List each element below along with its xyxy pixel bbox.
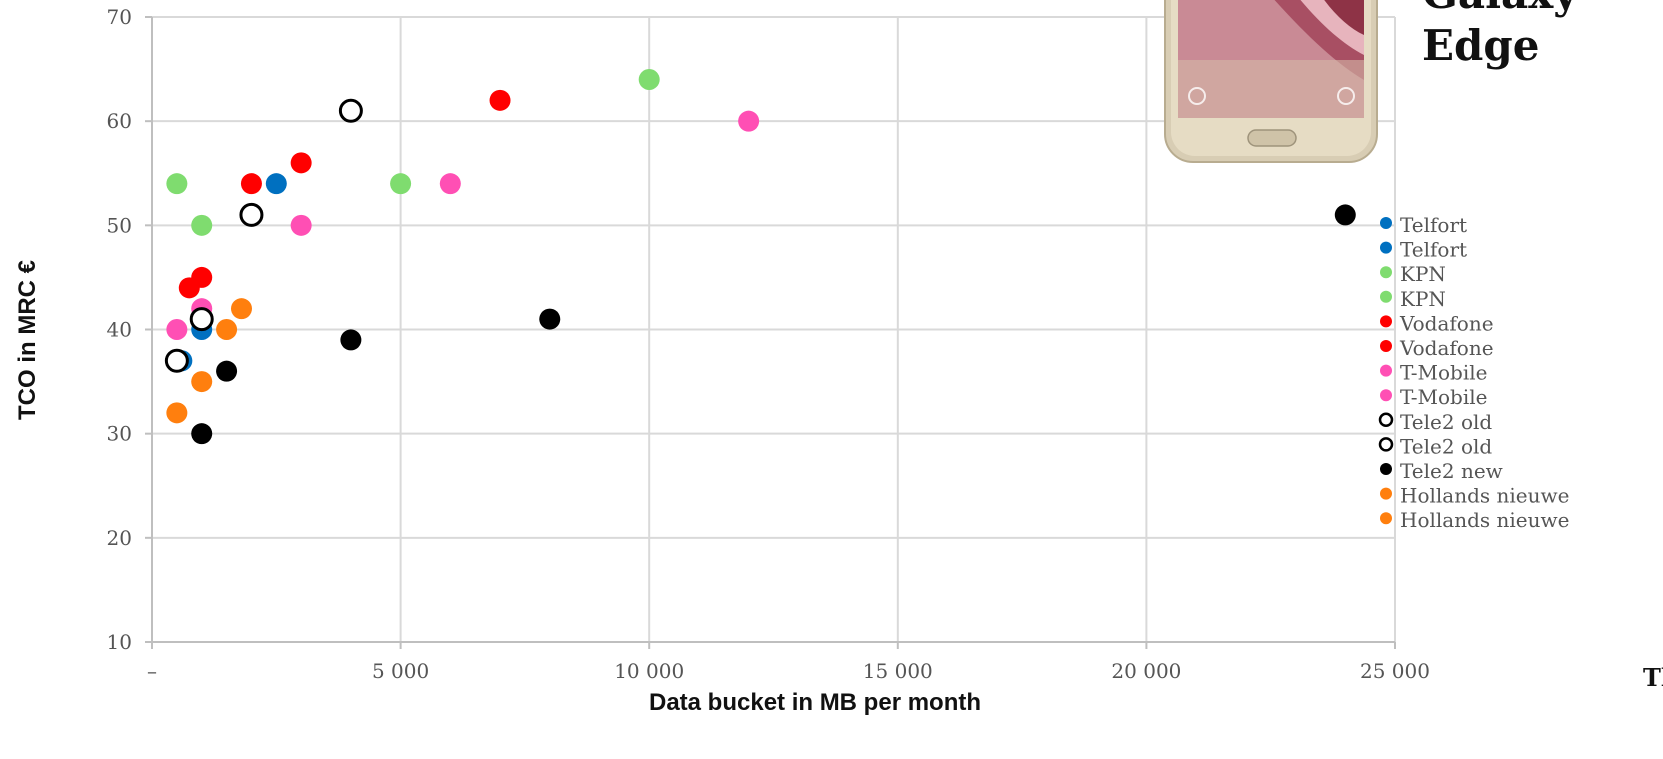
legend-label: Tele2 new <box>1400 459 1503 483</box>
y-tick-labels: 10 20 30 40 50 60 70 <box>107 5 132 654</box>
data-point <box>164 348 189 373</box>
legend-marker <box>1380 241 1392 254</box>
data-point <box>191 423 213 445</box>
legend-marker <box>1380 389 1392 402</box>
x-tick-label: – <box>147 659 157 683</box>
y-tick-label: 10 <box>107 630 132 654</box>
legend-marker <box>1378 412 1394 428</box>
data-point <box>191 266 213 288</box>
corner-text: Tl <box>1643 663 1663 692</box>
axes <box>145 16 1396 649</box>
legend-label: Tele2 old <box>1400 410 1492 434</box>
data-point <box>489 89 511 111</box>
data-point <box>338 98 363 123</box>
x-axis-title: Data bucket in MB per month <box>649 689 981 716</box>
legend: TelfortTelfortKPNKPNVodafoneVodafoneT-Mo… <box>1378 213 1569 532</box>
legend-label: T-Mobile <box>1400 361 1487 385</box>
data-point <box>166 319 188 340</box>
legend-label: Telfort <box>1400 213 1467 237</box>
smartphone-image <box>1164 0 1378 163</box>
legend-marker <box>1380 512 1392 525</box>
gridlines <box>152 16 1396 643</box>
data-point <box>290 152 312 174</box>
legend-marker <box>1380 266 1392 279</box>
data-point <box>240 173 262 195</box>
data-point <box>239 202 264 227</box>
legend-label: Tele2 old <box>1400 434 1492 458</box>
data-point <box>265 173 287 195</box>
data-point <box>166 173 188 195</box>
legend-label: KPN <box>1400 287 1446 311</box>
legend-label: T-Mobile <box>1400 385 1487 409</box>
data-point <box>191 214 213 236</box>
legend-marker <box>1380 463 1392 475</box>
y-tick-label: 30 <box>107 422 132 446</box>
x-tick-label: 5 000 <box>372 659 429 683</box>
data-point <box>166 402 188 424</box>
data-point <box>439 173 461 195</box>
data-point <box>390 173 412 195</box>
legend-marker <box>1380 487 1392 500</box>
legend-label: KPN <box>1400 262 1446 286</box>
x-tick-label: 15 000 <box>863 659 933 683</box>
legend-marker <box>1380 290 1392 303</box>
legend-marker <box>1378 437 1394 452</box>
legend-label: Telfort <box>1400 238 1467 262</box>
legend-marker <box>1380 340 1392 352</box>
legend-marker <box>1380 315 1392 328</box>
legend-label: Vodafone <box>1399 311 1494 335</box>
data-point <box>738 110 760 132</box>
data-point <box>191 371 213 393</box>
x-tick-label: 10 000 <box>614 659 684 683</box>
headline-line-2: Edge <box>1422 21 1539 70</box>
x-tick-label: 25 000 <box>1360 659 1430 683</box>
legend-label: Vodafone <box>1399 336 1494 360</box>
legend-label: Hollands nieuwe <box>1400 484 1569 508</box>
data-point <box>1334 204 1356 226</box>
headline-line-1: Galaxy <box>1422 0 1579 18</box>
legend-label: Hollands nieuwe <box>1400 508 1569 532</box>
data-point <box>230 298 252 320</box>
data-point <box>216 360 238 382</box>
data-point <box>189 307 214 332</box>
x-tick-label: 20 000 <box>1111 659 1181 683</box>
y-tick-label: 70 <box>107 5 132 29</box>
legend-marker <box>1380 217 1392 229</box>
y-tick-label: 60 <box>107 109 132 133</box>
y-axis-title: TCO in MRC € <box>14 260 41 420</box>
data-points <box>164 69 1356 445</box>
data-point <box>539 308 561 330</box>
data-point <box>216 319 238 340</box>
x-tick-labels: – 5 000 10 000 15 000 20 000 25 000 <box>147 659 1430 683</box>
data-point <box>340 329 362 351</box>
y-tick-label: 40 <box>107 318 132 342</box>
y-tick-label: 50 <box>107 213 132 237</box>
data-point <box>290 214 312 236</box>
legend-marker <box>1380 364 1392 377</box>
y-tick-label: 20 <box>107 526 132 550</box>
data-point <box>638 69 660 90</box>
